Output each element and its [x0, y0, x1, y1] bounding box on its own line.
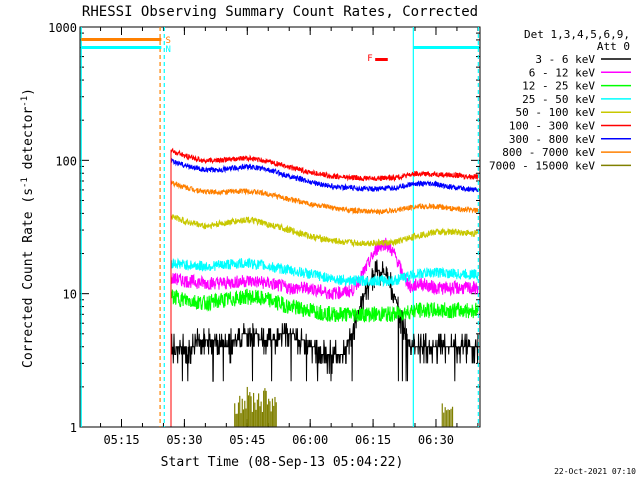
x-tick-label: 05:15	[103, 433, 139, 447]
series-line-6	[170, 180, 479, 427]
chart-title: RHESSI Observing Summary Count Rates, Co…	[82, 4, 478, 20]
legend-header-line1: Det 1,3,4,5,6,9,	[524, 28, 630, 41]
series-line-5	[170, 214, 479, 427]
x-tick-label: 06:00	[292, 433, 328, 447]
legend-label: 25 - 50 keV	[522, 93, 595, 106]
flag-label: N	[166, 45, 171, 55]
flag-bar-n	[81, 46, 162, 49]
x-tick-label: 05:45	[229, 433, 265, 447]
x-tick-label: 05:30	[166, 433, 202, 447]
y-tick-label: 1000	[48, 21, 77, 35]
legend-label: 7000 - 15000 keV	[489, 159, 595, 172]
series-line-8	[170, 147, 479, 427]
legend-label: 800 - 7000 keV	[502, 146, 595, 159]
attenuator-markers	[80, 27, 479, 427]
legend-label: 3 - 6 keV	[535, 53, 595, 66]
y-tick-label: 10	[63, 288, 77, 302]
legend-label: 300 - 800 keV	[509, 133, 595, 146]
legend-label: 6 - 12 keV	[529, 66, 596, 79]
series-line-4	[170, 257, 479, 427]
flag-bar-n-2	[413, 46, 480, 49]
flag-bar-f	[375, 58, 388, 61]
flag-bars: SN F	[81, 36, 480, 64]
flag-bar-s	[81, 38, 162, 41]
flag-label: F	[367, 54, 372, 64]
x-tick-label: 06:15	[355, 433, 391, 447]
y-tick-label: 1	[70, 421, 77, 435]
x-axis-label: Start Time (08-Sep-13 05:04:22)	[161, 455, 404, 470]
legend-label: 100 - 300 keV	[509, 120, 595, 133]
y-axis-label: Corrected Count Rate (s-1 detector-1)	[20, 88, 36, 368]
legend-label: 12 - 25 keV	[522, 80, 595, 93]
series-line-3	[170, 288, 479, 427]
series-line-1	[170, 259, 479, 427]
legend-label: 50 - 100 keV	[516, 106, 596, 119]
x-tick-label: 06:30	[418, 433, 454, 447]
series-line-7	[170, 157, 479, 427]
y-tick-label: 100	[55, 154, 77, 168]
series-lines	[170, 147, 479, 427]
legend-header-line2: Att 0	[597, 40, 630, 53]
series-line-2	[170, 237, 479, 427]
footer-date: 22-Oct-2021 07:10	[554, 467, 636, 476]
flag-label: S	[166, 36, 171, 46]
